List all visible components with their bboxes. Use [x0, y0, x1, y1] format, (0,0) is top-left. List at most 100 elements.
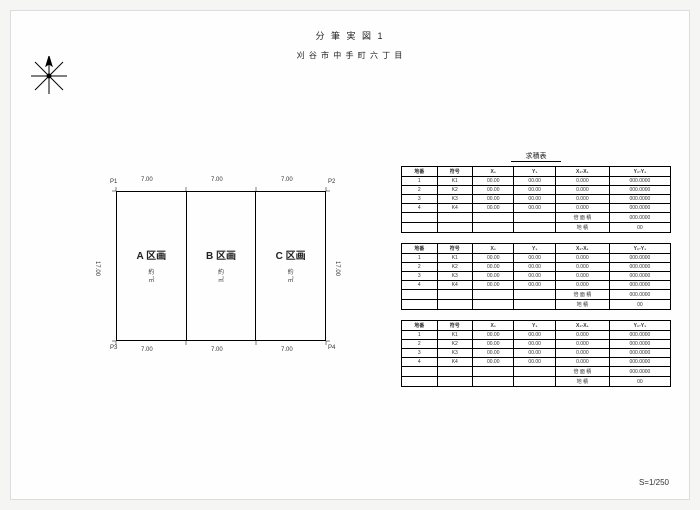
table-col-header: 符号 [437, 244, 473, 254]
table-cell [437, 223, 473, 233]
table-col-header: X₂-X₁ [555, 244, 609, 254]
table-cell: 0.000 [555, 349, 609, 358]
table-cell [514, 300, 555, 310]
table-cell: 00.00 [473, 254, 514, 263]
table-cell [437, 213, 473, 223]
table-cell: 0.000 [555, 272, 609, 281]
table-col-header: 地番 [402, 244, 438, 254]
table-summary-row: 地 積00 [402, 223, 671, 233]
table-cell: 地 積 [555, 300, 609, 310]
table-col-header: 符号 [437, 321, 473, 331]
table-cell: 2 [402, 263, 438, 272]
table-cell [514, 377, 555, 387]
table-cell [402, 300, 438, 310]
table-col-header: Y₁ [514, 321, 555, 331]
table-cell: 地 積 [555, 377, 609, 387]
table-cell: 000.0000 [609, 177, 670, 186]
table-cell: 1 [402, 254, 438, 263]
table-cell: 00.00 [473, 340, 514, 349]
table-cell: 00.00 [473, 177, 514, 186]
table-cell: K2 [437, 263, 473, 272]
table-cell: 000.0000 [609, 281, 670, 290]
table-cell: 00.00 [514, 263, 555, 272]
table-col-header: X₁ [473, 321, 514, 331]
table-cell: 000.0000 [609, 263, 670, 272]
table-cell: 0.000 [555, 195, 609, 204]
table-col-header: Y₁ [514, 244, 555, 254]
table-summary-row: 倍 面 積000.0000 [402, 367, 671, 377]
table-cell: 00.00 [473, 263, 514, 272]
table-row: 1K100.0000.000.000000.0000 [402, 177, 671, 186]
table-cell: 000.0000 [609, 358, 670, 367]
table-cell: 0.000 [555, 254, 609, 263]
table-cell [437, 300, 473, 310]
table-col-header: 地番 [402, 321, 438, 331]
table-cell: 3 [402, 195, 438, 204]
lot-b-area: 約 ㎡ [218, 270, 224, 286]
table-summary-row: 倍 面 積000.0000 [402, 213, 671, 223]
table-cell: 000.0000 [609, 340, 670, 349]
table-cell: 00.00 [514, 254, 555, 263]
table-cell: 0.000 [555, 263, 609, 272]
table-cell: 地 積 [555, 223, 609, 233]
table-cell: 00.00 [514, 281, 555, 290]
table-cell: K4 [437, 204, 473, 213]
table-a-body: 1K100.0000.000.000000.00002K200.0000.000… [402, 177, 671, 233]
scale-footer: S=1/250 [639, 478, 669, 487]
page-subtitle: 刈 谷 市 中 手 町 六 丁 目 [11, 50, 689, 61]
table-col-header: X₁ [473, 244, 514, 254]
lot-b: B 区画 約 ㎡ [187, 192, 257, 340]
table-cell: K2 [437, 186, 473, 195]
lot-c-label: C 区画 [276, 247, 306, 262]
table-col-header: Y₁ [514, 167, 555, 177]
lot-b-label: B 区画 [206, 247, 236, 262]
table-cell [473, 290, 514, 300]
table-cell: 倍 面 積 [555, 367, 609, 377]
table-a: 地番符号X₁Y₁X₂-X₁Y₂-Y₁ 1K100.0000.000.000000… [401, 166, 671, 233]
plot-frame: A 区画 約 ㎡ B 区画 約 ㎡ C 区画 約 ㎡ [116, 191, 326, 341]
table-cell [402, 290, 438, 300]
table-cell [402, 223, 438, 233]
table-cell [402, 213, 438, 223]
table-cell [473, 213, 514, 223]
table-cell: 0.000 [555, 186, 609, 195]
table-cell [402, 367, 438, 377]
table-cell: K4 [437, 281, 473, 290]
table-col-header: X₂-X₁ [555, 321, 609, 331]
table-cell: 00.00 [473, 281, 514, 290]
table-cell: 000.0000 [609, 290, 670, 300]
lot-a: A 区画 約 ㎡ [117, 192, 187, 340]
table-cell: 0.000 [555, 331, 609, 340]
lot-a-area: 約 ㎡ [148, 270, 154, 286]
table-cell: 00.00 [473, 195, 514, 204]
table-summary-row: 地 積00 [402, 377, 671, 387]
table-b: 地番符号X₁Y₁X₂-X₁Y₂-Y₁ 1K100.0000.000.000000… [401, 243, 671, 310]
table-cell: 3 [402, 349, 438, 358]
lot-c-area: 約 ㎡ [288, 270, 294, 286]
table-cell: 0.000 [555, 177, 609, 186]
table-cell: 000.0000 [609, 195, 670, 204]
table-cell [473, 300, 514, 310]
table-cell: K4 [437, 358, 473, 367]
table-col-header: 地番 [402, 167, 438, 177]
table-c-body: 1K100.0000.000.000000.00002K200.0000.000… [402, 331, 671, 387]
table-cell [437, 367, 473, 377]
table-col-header: Y₂-Y₁ [609, 244, 670, 254]
table-c: 地番符号X₁Y₁X₂-X₁Y₂-Y₁ 1K100.0000.000.000000… [401, 320, 671, 387]
table-cell [514, 223, 555, 233]
table-a-header: 地番符号X₁Y₁X₂-X₁Y₂-Y₁ [402, 167, 671, 177]
table-cell: K1 [437, 177, 473, 186]
table-cell: 00.00 [473, 349, 514, 358]
table-cell: 000.0000 [609, 186, 670, 195]
table-cell: 000.0000 [609, 367, 670, 377]
table-cell: 4 [402, 204, 438, 213]
table-cell: 00.00 [514, 358, 555, 367]
table-cell: K1 [437, 331, 473, 340]
table-cell: 3 [402, 272, 438, 281]
table-cell: K3 [437, 195, 473, 204]
table-cell [473, 367, 514, 377]
title-block: 分 筆 実 図 1 刈 谷 市 中 手 町 六 丁 目 [11, 29, 689, 61]
table-cell: 00 [609, 300, 670, 310]
table-cell: 4 [402, 281, 438, 290]
table-b-body: 1K100.0000.000.000000.00002K200.0000.000… [402, 254, 671, 310]
